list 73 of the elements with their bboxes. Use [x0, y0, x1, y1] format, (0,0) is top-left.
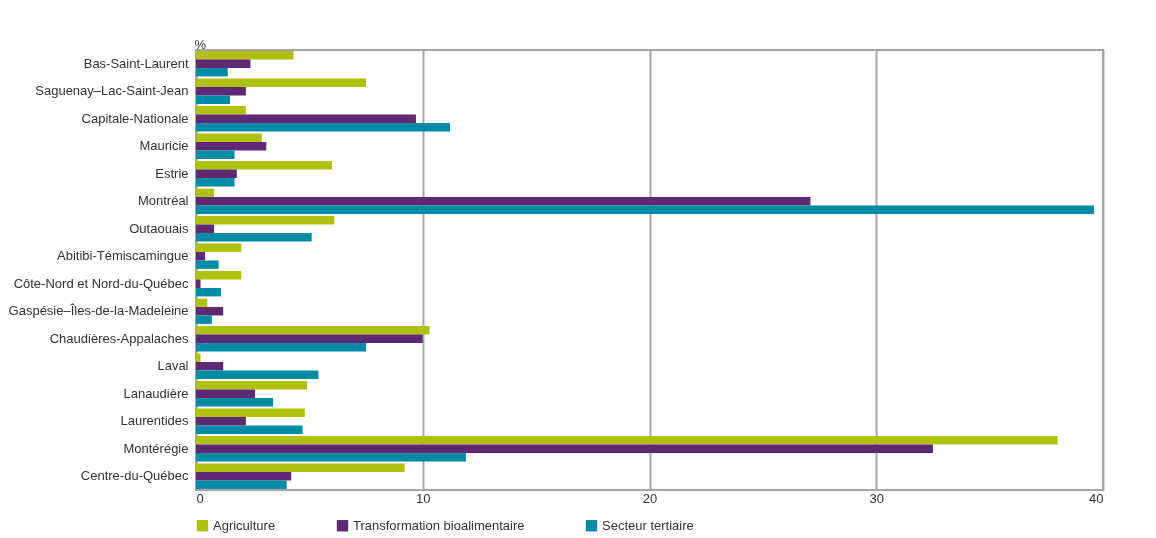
y-tick-label: Laurentides: [120, 413, 189, 429]
bar: [196, 122, 450, 132]
bar: [196, 161, 333, 170]
bar: [196, 87, 246, 96]
x-tick-label: 20: [642, 490, 658, 506]
y-tick-label: Lanaudière: [123, 385, 189, 401]
bar: [196, 260, 219, 269]
bar: [196, 232, 312, 242]
y-tick-label: Gaspésie–Îles-de-la-Madeleine: [8, 303, 189, 319]
x-tick-label: 40: [1089, 490, 1104, 506]
bar: [196, 51, 294, 60]
bar: [196, 205, 1094, 214]
bar: [196, 362, 224, 371]
bar: [196, 95, 231, 104]
bar: [196, 188, 215, 198]
bar: [196, 452, 466, 462]
x-tick-label: 30: [869, 490, 884, 506]
y-tick-label: Saguenay–Lac-Saint-Jean: [35, 83, 189, 99]
bar: [196, 417, 246, 426]
bar: [196, 287, 221, 297]
bar: [196, 298, 208, 308]
y-tick-label: Abitibi-Témiscamingue: [57, 248, 189, 264]
legend-label: Secteur tertiaire: [602, 517, 694, 533]
bar: [196, 197, 811, 206]
bar: [196, 342, 367, 352]
bar: [196, 177, 235, 187]
y-tick-label: Outaouais: [129, 220, 189, 236]
bar: [196, 389, 255, 398]
y-tick-label: Estrie: [155, 165, 189, 181]
x-tick-label: 0: [196, 490, 204, 506]
y-tick-label: Laval: [157, 358, 189, 374]
y-tick-label: Centre-du-Québec: [80, 468, 189, 484]
bar: [196, 142, 267, 151]
bar: [196, 114, 416, 123]
bar: [196, 397, 274, 407]
y-tick-label: Chaudières-Appalaches: [49, 330, 189, 346]
bar: [196, 425, 303, 434]
bar: [196, 67, 228, 77]
y-tick-label: Montérégie: [123, 440, 189, 456]
bar: [196, 133, 262, 143]
bar: [196, 59, 251, 68]
bar: [196, 279, 201, 288]
legend-label: Transformation bioalimentaire: [353, 517, 525, 533]
y-tick-label: Bas-Saint-Laurent: [83, 55, 189, 71]
bar: [196, 271, 242, 280]
bar: [196, 444, 933, 453]
bar: [196, 78, 367, 88]
y-tick-label: Côte-Nord et Nord-du-Québec: [13, 275, 189, 291]
bar: [196, 381, 308, 390]
bar: [196, 216, 335, 225]
bar: [196, 150, 235, 159]
bar: [196, 315, 212, 324]
legend-label: Agriculture: [213, 517, 276, 533]
bar: [196, 480, 287, 489]
bar: [196, 370, 319, 379]
y-tick-label: Capitale-Nationale: [81, 110, 189, 126]
bar: [196, 243, 242, 253]
x-axis-title: %: [194, 36, 207, 52]
x-tick-label: 10: [416, 490, 431, 506]
y-tick-label: Mauricie: [139, 138, 189, 154]
bar: [196, 307, 224, 316]
bar: [196, 224, 215, 233]
bar: [196, 169, 237, 178]
bar: [196, 353, 201, 363]
bar: [196, 472, 292, 481]
bar: [196, 463, 405, 473]
bar: [196, 408, 305, 418]
bar: [196, 252, 206, 261]
bar: [196, 436, 1058, 445]
bar: [196, 106, 246, 115]
bar: [196, 334, 423, 343]
y-tick-label: Montréal: [137, 193, 189, 209]
bar: [196, 326, 430, 335]
